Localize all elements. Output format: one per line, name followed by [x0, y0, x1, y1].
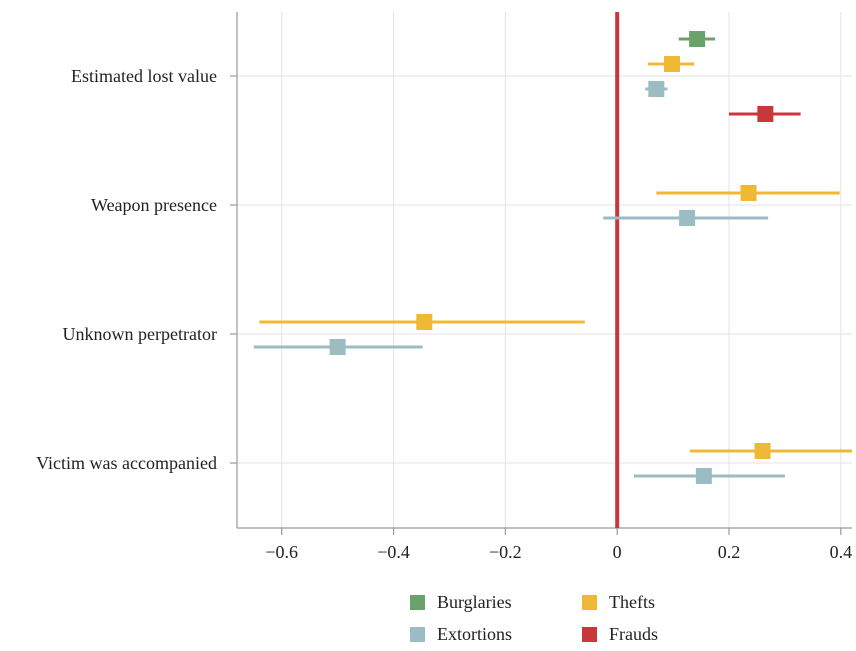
estimate-marks	[253, 31, 852, 484]
legend-swatch-frauds	[582, 627, 597, 642]
x-tick-label-4: 0.2	[718, 542, 741, 562]
estimate-marker-thefts-estimated-lost-value	[663, 56, 680, 72]
x-tick-label-3: 0	[613, 542, 622, 562]
category-label-victim-was-accompanied: Victim was accompanied	[36, 453, 217, 473]
category-label-weapon-presence: Weapon presence	[91, 195, 217, 215]
legend-label-thefts: Thefts	[609, 592, 655, 612]
axes	[236, 12, 852, 529]
estimate-marker-thefts-victim-was-accompanied	[754, 443, 771, 459]
estimate-marker-frauds-estimated-lost-value	[757, 106, 774, 122]
estimate-marker-extortions-unknown-perpetrator	[329, 339, 346, 355]
estimate-marker-burglaries-estimated-lost-value	[689, 31, 706, 47]
y-axis-categories: Estimated lost value Weapon presence Unkno…	[36, 66, 237, 473]
legend-label-burglaries: Burglaries	[437, 592, 512, 612]
legend-swatch-thefts	[582, 595, 597, 610]
estimate-marker-thefts-weapon-presence	[740, 185, 757, 201]
x-tick-label-2: −0.2	[489, 542, 522, 562]
x-tick-label-0: −0.6	[265, 542, 298, 562]
estimate-marker-extortions-victim-was-accompanied	[695, 468, 712, 484]
estimate-marker-thefts-unknown-perpetrator	[416, 314, 433, 330]
legend-swatch-extortions	[410, 627, 425, 642]
x-tick-label-5: 0.4	[830, 542, 853, 562]
estimate-marker-extortions-estimated-lost-value	[648, 81, 665, 97]
category-label-estimated-lost-value: Estimated lost value	[71, 66, 217, 86]
x-tick-label-1: −0.4	[377, 542, 410, 562]
legend: Burglaries Thefts Extortions Frauds	[410, 592, 710, 648]
coefficient-chart: −0.6 −0.4 −0.2 0 0.2 0.4 Estimated lost value…	[36, 12, 852, 562]
x-axis-ticks: −0.6 −0.4 −0.2 0 0.2 0.4	[265, 528, 852, 562]
category-label-unknown-perpetrator: Unknown perpetrator	[63, 324, 217, 344]
legend-item-burglaries: Burglaries	[410, 592, 512, 613]
legend-item-thefts: Thefts	[582, 592, 655, 613]
estimate-marker-extortions-weapon-presence	[679, 210, 696, 226]
legend-label-extortions: Extortions	[437, 624, 512, 644]
legend-item-extortions: Extortions	[410, 624, 512, 645]
legend-swatch-burglaries	[410, 595, 425, 610]
legend-label-frauds: Frauds	[609, 624, 658, 644]
legend-item-frauds: Frauds	[582, 624, 658, 645]
